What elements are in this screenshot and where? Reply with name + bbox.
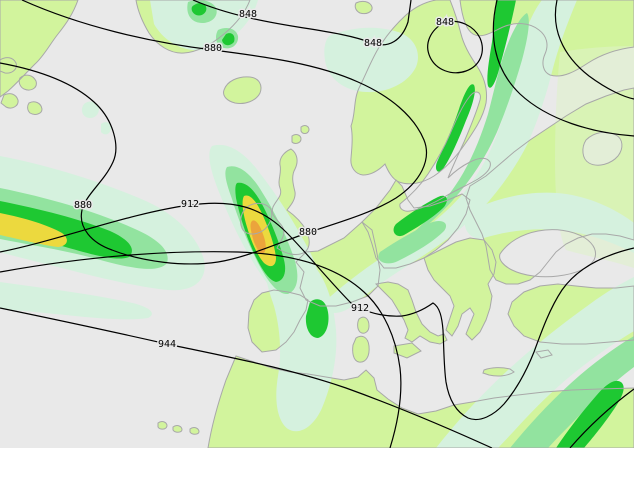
contour-912 [0, 202, 634, 421]
contour-labels-layer: 848 880 848 848 880 912 880 912 944 [72, 8, 455, 352]
contour-880 [0, 0, 428, 265]
contour-label-880: 880 [74, 200, 92, 211]
contour-label-880: 880 [299, 227, 317, 238]
contour-848-northwest [192, 0, 412, 46]
contour-label-848: 848 [364, 38, 382, 49]
weather-map-canvas: 848 880 848 848 880 912 880 912 944 [0, 0, 634, 448]
contour-label-848: 848 [239, 9, 257, 20]
contour-label-880: 880 [204, 43, 222, 54]
contour-928-unlabeled [0, 251, 402, 448]
contour-northeast-b [554, 0, 634, 100]
map-area: 848 880 848 848 880 912 880 912 944 [0, 0, 634, 448]
contour-label-912: 912 [181, 199, 199, 210]
contour-label-848: 848 [436, 17, 454, 28]
contour-label-944: 944 [158, 339, 176, 350]
contour-northeast-a [492, 0, 634, 137]
contour-layer [0, 0, 634, 448]
contour-944 [0, 307, 493, 448]
contour-848-closed-low [427, 20, 483, 74]
contour-label-912: 912 [351, 303, 369, 314]
jet-140kts [250, 220, 266, 254]
contour-southeast-corner [569, 388, 634, 448]
legend-bar: Jet stream/Height 300 hPa [kts] ECMWF Th… [0, 448, 634, 490]
